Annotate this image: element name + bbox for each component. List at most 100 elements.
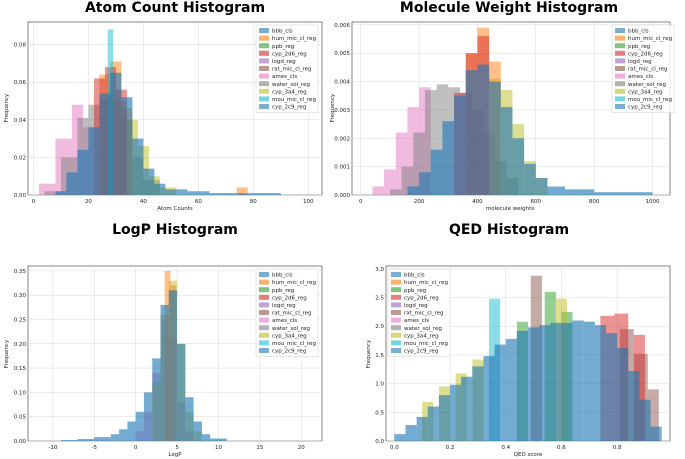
histogram-bar-bbb_cls — [77, 149, 89, 195]
legend-label-cyp_2c9_reg: cyp_2c9_reg — [272, 105, 306, 111]
histogram-bar-bbb_cls — [160, 304, 169, 441]
legend-swatch-hum_mic_cl_reg — [259, 279, 269, 285]
x-tick-label: 100 — [303, 199, 314, 205]
histogram-bar-bbb_cls — [187, 191, 210, 195]
x-tick-label: 60 — [195, 199, 202, 205]
legend-label-rat_mic_cl_reg: rat_mic_cl_reg — [404, 311, 444, 317]
histogram-bar-bbb_cls — [483, 356, 495, 441]
legend-swatch-ames_cls — [259, 73, 269, 79]
legend-swatch-cyp_3a4_reg — [615, 88, 625, 94]
histogram-bar-bbb_cls — [442, 121, 455, 195]
legend-swatch-bbb_cls — [259, 272, 269, 277]
legend-label-logd_reg: logd_reg — [272, 59, 296, 65]
x-tick-label: 20 — [298, 445, 305, 451]
histogram-bar-bbb_cls — [594, 192, 624, 195]
histogram-bar-bbb_cls — [561, 322, 573, 441]
histogram-bar-bbb_cls — [193, 421, 202, 441]
legend-label-hum_mic_cl_reg: hum_mic_cl_reg — [272, 280, 316, 286]
histogram-bar-bbb_cls — [572, 320, 584, 441]
histogram-bar-bbb_cls — [143, 392, 153, 441]
y-axis-label: Frequency — [4, 93, 10, 122]
legend-swatch-cyp_3a4_reg — [259, 332, 269, 338]
x-tick-label: 200 — [414, 199, 425, 205]
x-tick-label: 800 — [589, 199, 600, 205]
x-tick-label: -5 — [92, 445, 98, 451]
histogram-bar-ames_cls — [372, 186, 385, 195]
histogram-bar-bbb_cls — [253, 193, 281, 195]
y-tick-label: 0.20 — [14, 342, 27, 348]
legend-label-mou_mic_cl_reg: mou_mic_cl_reg — [628, 97, 672, 103]
y-axis-label: Frequency — [330, 93, 336, 122]
y-tick-label: 0.06 — [14, 80, 27, 86]
legend-swatch-mou_mic_cl_reg — [391, 340, 401, 346]
y-tick-label: 1.5 — [375, 353, 384, 359]
histogram-bar-bbb_cls — [135, 411, 144, 441]
histogram-bar-bbb_cls — [185, 397, 194, 441]
histogram-bar-water_sol_reg — [389, 189, 402, 195]
histogram-bar-bbb_cls — [132, 138, 144, 195]
x-tick-label: 0.6 — [557, 445, 566, 451]
y-tick-label: 2.0 — [375, 324, 384, 330]
panel-qed: QED Histogram 0.00.51.01.52.02.53.00.0 0.… — [366, 222, 671, 458]
histogram-bar-bbb_cls — [535, 177, 548, 195]
legend-label-water_sol_reg: water_sol_reg — [628, 82, 666, 88]
histogram-bar-bbb_cls — [143, 168, 155, 195]
histogram-bar-bbb_cls — [419, 172, 431, 195]
legend-swatch-bbb_cls — [615, 28, 625, 33]
histogram-bar-bbb_cls — [231, 193, 254, 195]
y-tick-label: 0.001 — [334, 165, 350, 171]
y-tick-label: 0.30 — [14, 293, 27, 299]
legend-label-cyp_2d6_reg: cyp_2d6_reg — [404, 295, 439, 301]
legend-swatch-cyp_2d6_reg — [615, 50, 625, 56]
histogram-bar-ames_cls — [384, 169, 396, 195]
histogram-bar-bbb_cls — [110, 434, 120, 441]
legend-swatch-cyp_2d6_reg — [259, 50, 269, 56]
y-tick-label: 0.08 — [14, 43, 27, 49]
legend-label-water_sol_reg: water_sol_reg — [404, 326, 442, 332]
y-tick-label: 0.00 — [14, 193, 27, 199]
y-tick-label: 0.25 — [14, 317, 27, 323]
legend-swatch-bbb_cls — [391, 272, 401, 277]
legend-label-mou_mic_cl_reg: mou_mic_cl_reg — [272, 97, 316, 103]
x-tick-label: 400 — [472, 199, 483, 205]
x-tick-label: 0.8 — [613, 445, 622, 451]
histogram-bar-bbb_cls — [547, 186, 565, 195]
panel-logp: LogP Histogram 0.000.050.100.150.200.250… — [4, 222, 323, 458]
y-tick-label: 0.002 — [334, 136, 350, 142]
legend-label-ppb_reg: ppb_reg — [272, 288, 294, 294]
histogram-bar-bbb_cls — [465, 70, 478, 195]
histogram-bar-bbb_cls — [88, 127, 100, 195]
histogram-bar-bbb_cls — [121, 97, 133, 195]
y-tick-label: 0.006 — [334, 23, 350, 29]
x-tick-label: -10 — [48, 445, 57, 451]
legend-swatch-logd_reg — [259, 302, 269, 308]
legend-swatch-logd_reg — [259, 58, 269, 64]
histogram-bar-bbb_cls — [394, 434, 406, 441]
x-tick-label: 0 — [359, 199, 363, 205]
x-tick-label: 0 — [32, 199, 36, 205]
histogram-bar-water_sol_reg — [413, 132, 425, 195]
histogram-bar-bbb_cls — [583, 321, 595, 441]
histogram-bar-bbb_cls — [461, 376, 473, 441]
legend-swatch-rat_mic_cl_reg — [259, 66, 269, 71]
legend-label-bbb_cls: bbb_cls — [628, 29, 649, 35]
legend-swatch-ames_cls — [259, 317, 269, 323]
legend-label-water_sol_reg: water_sol_reg — [272, 326, 310, 332]
y-tick-label: 1.0 — [375, 382, 384, 388]
legend-label-rat_mic_cl_reg: rat_mic_cl_reg — [628, 67, 668, 73]
legend-label-ppb_reg: ppb_reg — [628, 44, 650, 50]
histogram-bar-hum_mic_cl_reg — [236, 187, 248, 195]
x-axis-label: molecule weights — [486, 206, 534, 212]
y-tick-label: 0.000 — [334, 193, 350, 199]
legend-label-cyp_3a4_reg: cyp_3a4_reg — [404, 333, 439, 339]
legend-swatch-rat_mic_cl_reg — [259, 310, 269, 315]
legend-label-hum_mic_cl_reg: hum_mic_cl_reg — [628, 36, 672, 42]
histogram-bar-bbb_cls — [430, 149, 443, 195]
histogram-bar-bbb_cls — [524, 163, 536, 195]
histogram-bar-bbb_cls — [127, 421, 136, 441]
y-tick-label: 3.0 — [375, 267, 384, 273]
tick-labels: 0.0 0.5 1.0 1.5 2.0 2.5 3.0 0.0 0.2 0.4 0.6 0.8 — [375, 267, 622, 451]
y-tick-label: 0.0 — [375, 439, 384, 445]
histogram-bar-bbb_cls — [110, 72, 122, 195]
legend-swatch-ames_cls — [615, 73, 625, 79]
